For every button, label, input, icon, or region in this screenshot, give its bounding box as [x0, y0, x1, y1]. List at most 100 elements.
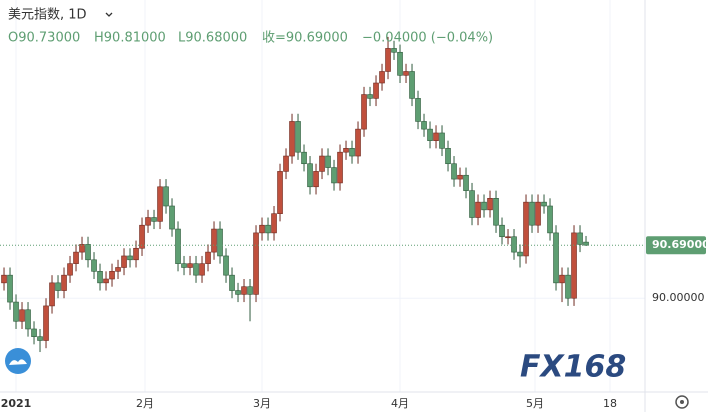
settings-hub[interactable]	[680, 400, 684, 404]
candle-body	[235, 290, 241, 295]
candle-body	[553, 232, 559, 284]
candle-body	[343, 148, 349, 153]
candle-body	[325, 155, 331, 168]
candle-body	[535, 201, 541, 226]
candle-body	[481, 201, 487, 211]
candle-body	[109, 271, 115, 280]
candle-body	[355, 128, 361, 157]
candle-body	[259, 224, 265, 234]
candle-body	[505, 236, 511, 239]
candle-body	[223, 255, 229, 276]
settings-icon[interactable]	[675, 395, 689, 409]
candle-body	[559, 274, 565, 284]
candle-body	[319, 155, 325, 172]
candle-body	[157, 186, 163, 222]
candle-body	[247, 286, 253, 295]
candle-body	[193, 263, 199, 276]
candle-body	[7, 274, 13, 303]
candle-body	[229, 274, 235, 291]
candle-body	[241, 286, 247, 295]
candle-body	[199, 263, 205, 276]
candle-body	[37, 336, 43, 341]
candle-body	[283, 155, 289, 172]
candle-body	[73, 251, 79, 264]
x-tick-label: 2021	[1, 397, 32, 410]
candle-body	[211, 228, 217, 253]
candle-body	[499, 224, 505, 238]
ohlc-legend: O90.73000 H90.81000 L90.68000 收=90.69000 −0.…	[8, 31, 493, 46]
candle-body	[487, 198, 493, 211]
candle-body	[13, 301, 19, 322]
candle-body	[85, 244, 91, 261]
candle-body	[43, 305, 49, 341]
candle-body	[295, 121, 301, 153]
candle-body	[361, 94, 367, 130]
candle-body	[121, 255, 127, 268]
candle-body	[301, 151, 307, 165]
candle-body	[49, 282, 55, 307]
last-price-label: 90.69000	[652, 238, 708, 251]
candle-body	[289, 121, 295, 157]
ohlc-value: L90.68000	[178, 31, 247, 46]
settings-gear[interactable]	[675, 395, 689, 409]
interval-chevron[interactable]	[105, 12, 113, 17]
candle-body	[97, 271, 103, 284]
logo-cloud[interactable]	[9, 359, 27, 365]
candle-body	[445, 148, 451, 165]
candle-body	[403, 71, 409, 76]
candle-body	[517, 251, 523, 257]
logo[interactable]	[5, 348, 31, 374]
candle-body	[493, 198, 499, 226]
ohlc-value: H90.81000	[94, 31, 166, 46]
candle-body	[367, 94, 373, 99]
candle-body	[31, 328, 37, 337]
plot-area	[0, 0, 645, 392]
candle-body	[145, 217, 151, 226]
candle-body	[253, 232, 259, 295]
candle-body	[181, 263, 187, 268]
candle-body	[541, 201, 547, 207]
x-tick-label: 18	[603, 397, 617, 410]
candle-body	[433, 132, 439, 141]
ohlc-value: −0.04000 (−0.04%)	[362, 31, 493, 46]
candle-body	[391, 48, 397, 53]
candle-body	[415, 98, 421, 122]
candle-body	[133, 247, 139, 261]
candle-body	[451, 163, 457, 180]
candle-body	[91, 259, 97, 272]
candle-body	[379, 71, 385, 84]
candle-body	[25, 309, 31, 330]
x-tick-label: 5月	[526, 397, 544, 410]
candle-body	[277, 171, 283, 214]
candle-body	[511, 236, 517, 253]
x-tick-label: 3月	[253, 397, 271, 410]
candle-body	[127, 255, 133, 261]
ohlc-value: O90.73000	[8, 31, 80, 46]
candle-body	[439, 132, 445, 149]
candle-body	[115, 267, 121, 272]
candle-body	[19, 309, 25, 322]
candle-body	[349, 148, 355, 157]
candle-body	[1, 274, 7, 284]
candle-body	[529, 201, 535, 226]
candle-body	[67, 263, 73, 276]
candle-body	[61, 274, 67, 291]
candle-body	[475, 201, 481, 218]
y-tick-label: 90.00000	[652, 291, 705, 304]
candle-body	[373, 82, 379, 99]
candle-body	[385, 48, 391, 72]
candle-body	[547, 205, 553, 234]
candle-body	[397, 51, 403, 76]
candle-body	[271, 213, 277, 234]
candle-body	[187, 263, 193, 268]
logo-circle[interactable]	[5, 348, 31, 374]
candle-body	[571, 232, 577, 299]
candle-body	[103, 278, 109, 284]
candle-body	[331, 167, 337, 184]
candle-body	[55, 282, 61, 291]
candle-body	[163, 186, 169, 207]
candle-body	[307, 163, 313, 188]
candle-body	[421, 121, 427, 130]
